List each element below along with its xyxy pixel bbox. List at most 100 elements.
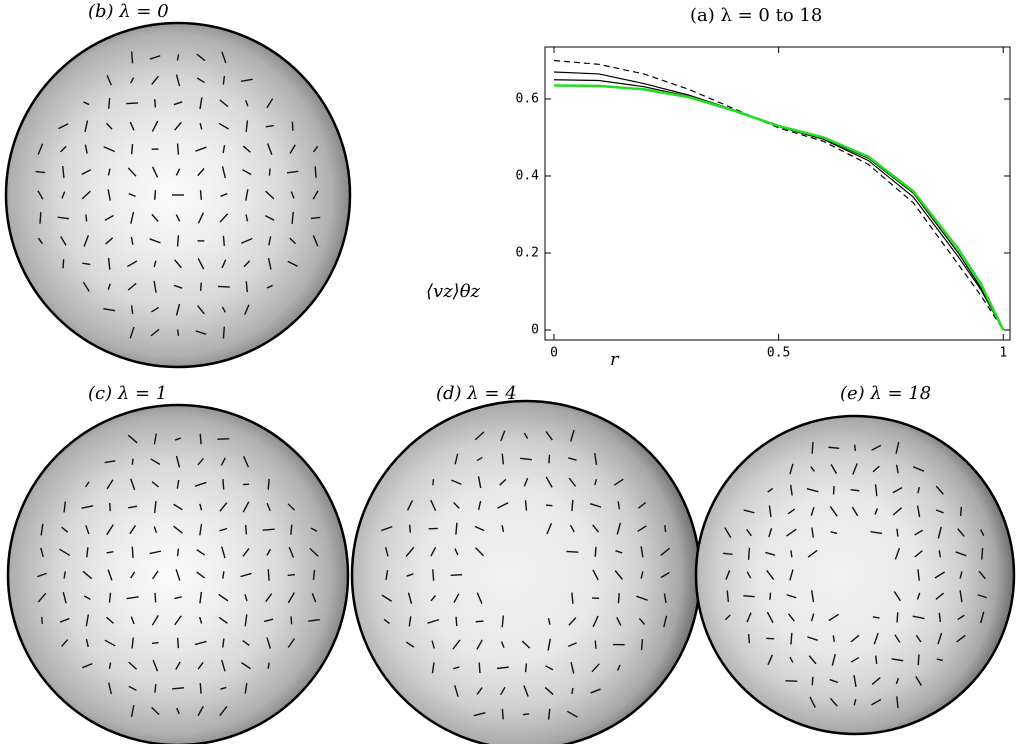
velocity-arrow [308,618,320,622]
velocity-arrow [85,638,89,648]
velocity-arrow [175,569,181,581]
velocity-arrow [267,478,270,490]
velocity-arrow [499,478,507,486]
velocity-arrow [406,500,414,511]
velocity-arrow [520,457,532,461]
velocity-arrow [309,547,319,557]
velocity-arrow [242,640,250,646]
velocity-arrow [594,546,597,557]
velocity-arrow [746,528,752,537]
velocity-arrow [980,529,985,536]
velocity-arrow [664,525,667,533]
velocity-arrow [106,479,114,490]
velocity-arrow [131,637,134,649]
velocity-arrow [747,547,751,560]
velocity-arrow [37,237,43,245]
velocity-arrow [311,593,317,603]
velocity-arrow [199,616,203,624]
velocity-arrow [107,168,111,176]
velocity-arrow [768,527,773,538]
velocity-arrow [130,51,134,64]
velocity-arrow [766,637,775,640]
velocity-arrow [129,121,135,131]
velocity-arrow [545,504,553,507]
velocity-arrow [176,707,180,715]
velocity-arrow [959,571,963,579]
velocity-arrow [957,528,965,537]
velocity-arrow [106,75,112,86]
velocity-arrow [547,617,551,625]
velocity-arrow [959,506,963,516]
velocity-arrow [809,696,816,708]
velocity-arrow [287,638,296,648]
velocity-arrow [219,502,228,512]
velocity-arrow [242,547,250,557]
velocity-arrow [547,708,551,720]
velocity-arrow [894,634,901,643]
velocity-arrow [265,190,275,200]
velocity-arrow [222,479,225,490]
velocity-arrow [873,632,879,645]
velocity-arrow [829,506,838,517]
velocity-arrow [405,546,415,557]
velocity-arrow [81,190,91,200]
velocity-arrow [811,441,814,454]
velocity-arrow [769,592,772,600]
velocity-arrow [743,509,755,514]
velocity-arrow [59,548,71,557]
velocity-arrow [266,284,273,289]
series-line [553,59,1004,331]
velocity-arrow [127,282,137,291]
velocity-arrow [979,611,985,624]
velocity-arrow [262,528,275,531]
velocity-arrow [786,528,797,537]
velocity-arrow [431,640,435,649]
velocity-arrow [640,639,644,651]
velocity-arrow [916,505,921,518]
velocity-arrow [127,260,138,268]
velocity-arrow [768,505,772,518]
velocity-arrow [57,216,70,220]
velocity-arrow [895,464,899,474]
velocity-arrow [61,191,66,199]
velocity-arrow [195,146,207,152]
velocity-arrow [807,636,819,642]
velocity-arrow [152,166,159,178]
velocity-arrow [383,618,390,625]
velocity-arrow [151,614,159,626]
velocity-arrow [427,618,440,624]
velocity-arrow [917,569,920,581]
y-axis-label: ⟨vz⟩θz [426,281,481,302]
velocity-arrow [547,638,551,651]
velocity-arrow [176,548,180,557]
velocity-arrow [268,168,271,176]
velocity-arrow [850,656,860,663]
velocity-arrow [454,453,459,465]
velocity-arrow [245,281,248,293]
velocity-arrow [266,143,273,155]
velocity-arrow [62,592,67,604]
velocity-arrow [453,666,460,670]
velocity-arrow [476,687,483,695]
velocity-arrow [637,525,647,532]
velocity-arrow [746,612,752,623]
velocity-arrow [106,551,114,554]
velocity-arrow [129,326,135,339]
velocity-arrow [500,430,506,442]
panel-label: (b) λ = 0 [88,1,169,22]
velocity-arrow [915,676,922,686]
velocity-arrow [500,641,505,648]
velocity-arrow [663,593,667,603]
velocity-arrow [240,572,252,578]
velocity-arrow [832,485,835,495]
velocity-arrow [174,615,182,626]
velocity-arrow [959,590,963,603]
velocity-arrow [896,528,899,537]
velocity-arrow [850,634,860,643]
velocity-arrow [790,632,793,645]
velocity-arrow [726,590,730,602]
velocity-arrow [85,614,90,627]
velocity-arrow [196,549,206,556]
velocity-arrow [310,527,318,532]
velocity-arrow [37,572,47,578]
